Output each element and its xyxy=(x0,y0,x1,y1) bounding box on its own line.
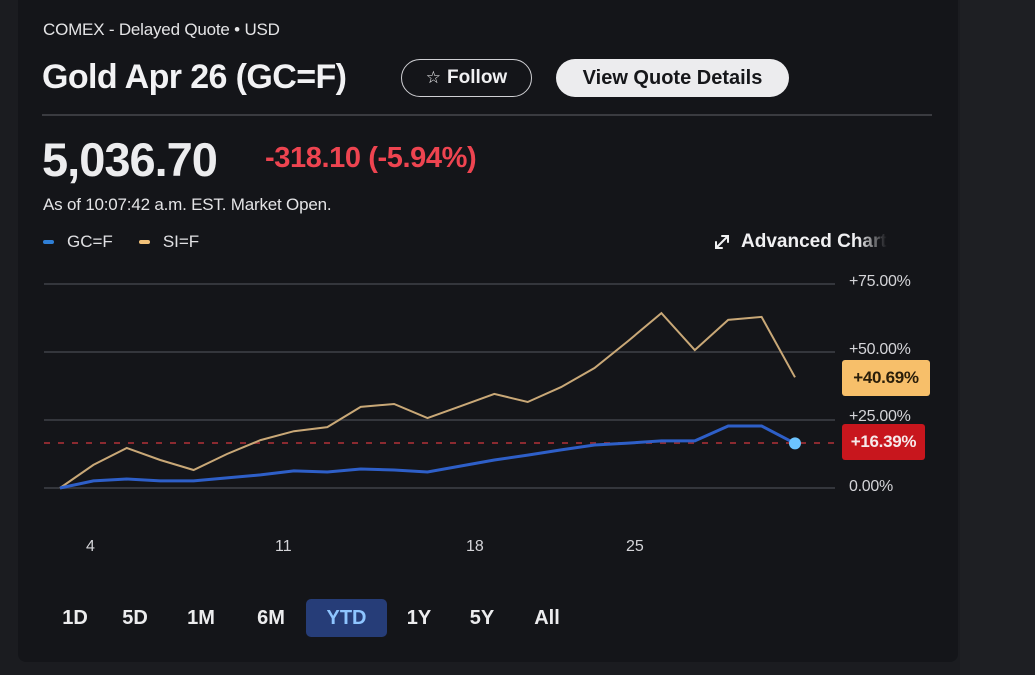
y-tick-50: +50.00% xyxy=(849,341,911,358)
legend-swatch-gc xyxy=(43,240,54,244)
page-title: Gold Apr 26 (GC=F) xyxy=(42,58,347,96)
current-price: 5,036.70 xyxy=(42,133,218,186)
gc-last-point-marker[interactable] xyxy=(789,437,801,450)
expand-arrows-icon xyxy=(715,235,729,249)
right-column-background xyxy=(960,0,1035,675)
advanced-chart-label-faded: hart xyxy=(850,231,887,252)
legend-item-gc[interactable]: GC=F xyxy=(43,232,113,252)
exchange-subtitle: COMEX - Delayed Quote • USD xyxy=(43,20,280,39)
chart-legend: GC=F SI=F xyxy=(43,232,199,252)
change-percent: (-5.94%) xyxy=(368,142,477,174)
quote-card xyxy=(18,0,958,662)
x-tick-25: 25 xyxy=(626,538,644,555)
time-range-selector: 1D 5D 1M 6M YTD 1Y 5Y All xyxy=(46,599,581,637)
advanced-chart-label: Advanced C xyxy=(741,231,851,252)
range-all-button[interactable]: All xyxy=(534,606,560,629)
y-tick-25: +25.00% xyxy=(849,408,911,425)
star-outline-icon: ☆ xyxy=(425,68,442,87)
range-1y-button[interactable]: 1Y xyxy=(406,606,432,629)
si-series-line xyxy=(59,311,796,489)
legend-label-si: SI=F xyxy=(162,232,200,251)
chart-gridlines xyxy=(44,283,835,489)
change-value: -318.10 xyxy=(265,142,361,174)
legend-swatch-si xyxy=(138,240,150,244)
range-ytd-button[interactable]: YTD xyxy=(306,599,387,637)
range-6m-button[interactable]: 6M xyxy=(257,606,285,629)
advanced-chart-link[interactable]: Advanced Chart xyxy=(712,231,887,253)
follow-label: Follow xyxy=(447,67,508,88)
header-divider xyxy=(42,114,932,116)
gc-last-value-badge: +16.39% xyxy=(842,424,925,460)
range-5d-button[interactable]: 5D xyxy=(122,606,148,629)
view-quote-details-button[interactable]: View Quote Details xyxy=(556,59,789,97)
si-last-value-badge: +40.69% xyxy=(842,360,930,396)
x-tick-4: 4 xyxy=(86,538,95,555)
x-tick-11: 11 xyxy=(275,538,292,555)
range-1m-button[interactable]: 1M xyxy=(187,606,215,629)
y-tick-75: +75.00% xyxy=(849,273,911,290)
gc-series-line xyxy=(59,424,796,490)
legend-label-gc: GC=F xyxy=(67,232,113,251)
price-change: -318.10 (-5.94%) xyxy=(265,142,477,175)
x-tick-18: 18 xyxy=(466,538,484,555)
follow-button[interactable]: ☆ Follow xyxy=(401,59,532,97)
y-tick-0: 0.00% xyxy=(849,478,893,495)
range-1d-button[interactable]: 1D xyxy=(62,606,88,629)
as-of-timestamp: As of 10:07:42 a.m. EST. Market Open. xyxy=(43,195,332,214)
legend-item-si[interactable]: SI=F xyxy=(138,232,200,252)
range-5y-button[interactable]: 5Y xyxy=(469,606,495,629)
